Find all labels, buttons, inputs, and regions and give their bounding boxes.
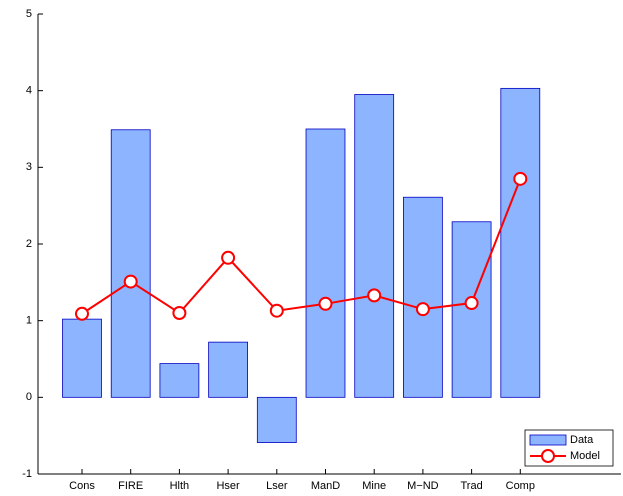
- x-tick-label: Comp: [506, 480, 535, 492]
- model-marker: [123, 274, 138, 289]
- bar: [110, 129, 151, 398]
- bar: [354, 94, 395, 398]
- x-tick-label: Cons: [69, 480, 95, 492]
- y-tick-label: -1: [22, 468, 32, 480]
- model-line: [81, 178, 522, 315]
- model-marker: [172, 306, 187, 320]
- model-marker: [464, 296, 479, 311]
- legend-swatch: [529, 434, 567, 446]
- y-tick-label: 5: [26, 8, 32, 20]
- x-tick-label: Mine: [362, 480, 386, 492]
- y-tick-label: 1: [26, 315, 32, 327]
- bar: [159, 363, 200, 398]
- model-marker: [221, 250, 236, 265]
- legend-marker: [541, 449, 555, 463]
- x-tick-label: FIRE: [118, 480, 143, 492]
- bar: [500, 87, 541, 398]
- legend-label: Model: [570, 450, 600, 462]
- x-tick-label: ManD: [311, 480, 340, 492]
- legend: Data Model: [524, 429, 614, 467]
- x-tick-label: Hser: [216, 480, 240, 492]
- legend-label: Data: [570, 434, 594, 446]
- y-tick-label: 3: [26, 161, 32, 173]
- bar: [403, 196, 443, 398]
- y-tick-label: 4: [26, 85, 32, 97]
- model-marker: [269, 303, 284, 318]
- y-tick-label: 0: [26, 391, 32, 403]
- bar: [62, 318, 102, 398]
- x-tick-label: Lser: [266, 480, 288, 492]
- model-marker: [318, 296, 333, 311]
- x-tick-label: Trad: [460, 480, 482, 492]
- bar: [208, 341, 248, 398]
- y-tick-label: 2: [26, 238, 32, 250]
- x-tick-label: Hlth: [170, 480, 190, 492]
- bar: [305, 128, 346, 398]
- x-tick-label: M−ND: [407, 480, 439, 492]
- model-marker: [75, 306, 89, 321]
- bar: [256, 396, 297, 443]
- model-marker: [367, 288, 382, 303]
- model-marker: [513, 171, 528, 186]
- model-marker: [415, 302, 430, 317]
